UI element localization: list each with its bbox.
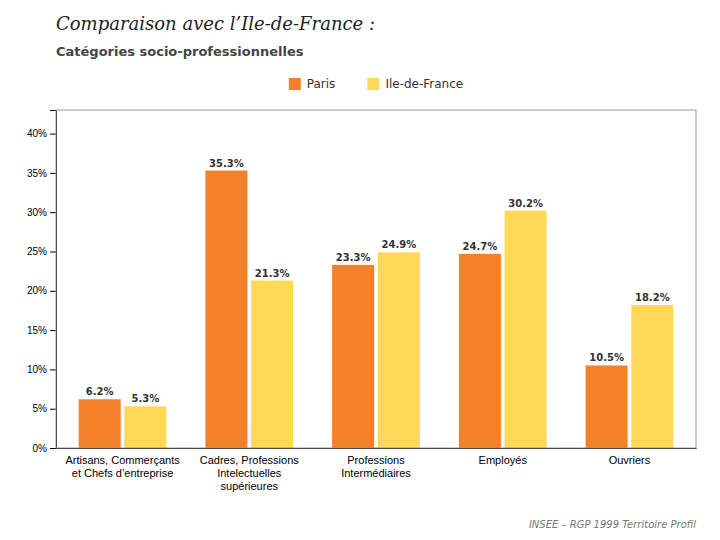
tick: 35% [27,168,56,179]
bar [459,254,501,448]
plot: 0% 5% 10% 15% 20% 25% 30% 35% 40% Artisans, Comme… [27,110,697,492]
bar [205,171,247,448]
data-label: 35.3% [209,158,244,169]
tick: Ouvriers [609,454,651,466]
data-label: 18.2% [635,292,670,303]
bar [378,252,420,448]
legend-label: Ile-de-France [385,77,463,91]
tick-label: 20% [27,285,47,296]
tick: 30% [27,207,56,218]
legend-label: Paris [307,77,336,91]
annotation: INSEE – RGP 1999 Territoire Profil [529,519,696,530]
data-label: 10.5% [589,352,624,363]
tick-label: Employés [479,454,528,466]
series [124,211,673,448]
tick: 20% [27,285,56,296]
series [79,171,628,448]
chart: Comparaison avec l’Ile-de-France : Catégo… [0,0,720,540]
tick-mark [50,212,56,213]
tick-label: 5% [33,403,48,414]
tick-label: 10% [27,364,47,375]
bar [631,305,673,448]
legend-item: Ile-de-France [367,77,463,91]
data-labels: 6.2% 35.3% 23.3% 24.7% 10.5% 5.3% 21.3% 24.9% 30… [86,158,670,405]
tick-mark [50,291,56,292]
data-label: 30.2% [508,198,543,209]
x-axis: Artisans, Commerçantset Chefs d’entrepri… [57,449,697,493]
legend: Paris Ile-de-France [289,77,463,91]
plot-frame [56,110,696,448]
bars [79,171,674,448]
tick-label: 35% [27,168,47,179]
tick-mark [50,173,56,174]
tick-mark [50,134,56,135]
tick-label: Ouvriers [609,454,651,466]
y-axis: 0% 5% 10% 15% 20% 25% 30% 35% 40% [27,111,57,454]
tick-label: Cadres, ProfessionsIntelectuellessupérie… [200,454,300,492]
tick-label: Artisans, Commerçantset Chefs d’entrepri… [65,454,180,479]
bar [505,211,547,448]
legend-swatch [367,78,379,90]
tick-label: 30% [27,207,47,218]
bar [251,281,293,448]
tick-label: 40% [27,128,47,139]
data-label: 23.3% [336,252,371,263]
tick: 40% [27,128,56,139]
tick: ProfessionsIntermédiaires [341,454,411,479]
title: Comparaison avec l’Ile-de-France : [56,13,375,34]
data-label: 24.7% [463,241,498,252]
tick-mark [50,448,56,449]
tick-label: 25% [27,246,47,257]
tick-label: ProfessionsIntermédiaires [341,454,411,479]
data-label: 5.3% [132,393,160,404]
bar [332,265,374,448]
data-label: 6.2% [86,386,114,397]
tick: 10% [27,364,56,375]
legend-swatch [289,78,301,90]
tick: Cadres, ProfessionsIntelectuellessupérie… [200,454,300,492]
tick: 25% [27,246,56,257]
tick: 5% [33,403,56,414]
tick-label: 15% [27,325,47,336]
data-label: 24.9% [381,239,416,250]
tick-label: 0% [33,443,48,454]
data-label: 21.3% [255,268,290,279]
bar [79,399,121,448]
tick-mark [50,409,56,410]
tick: Employés [479,454,528,466]
bar [586,365,628,448]
tick-mark [50,369,56,370]
subtitle: Catégories socio-professionnelles [56,44,304,59]
bar [124,406,166,448]
tick: Artisans, Commerçantset Chefs d’entrepri… [65,454,180,479]
tick: 15% [27,325,56,336]
legend-item: Paris [289,77,336,91]
tick: 0% [33,443,56,454]
tick-mark [50,251,56,252]
tick-mark [50,330,56,331]
